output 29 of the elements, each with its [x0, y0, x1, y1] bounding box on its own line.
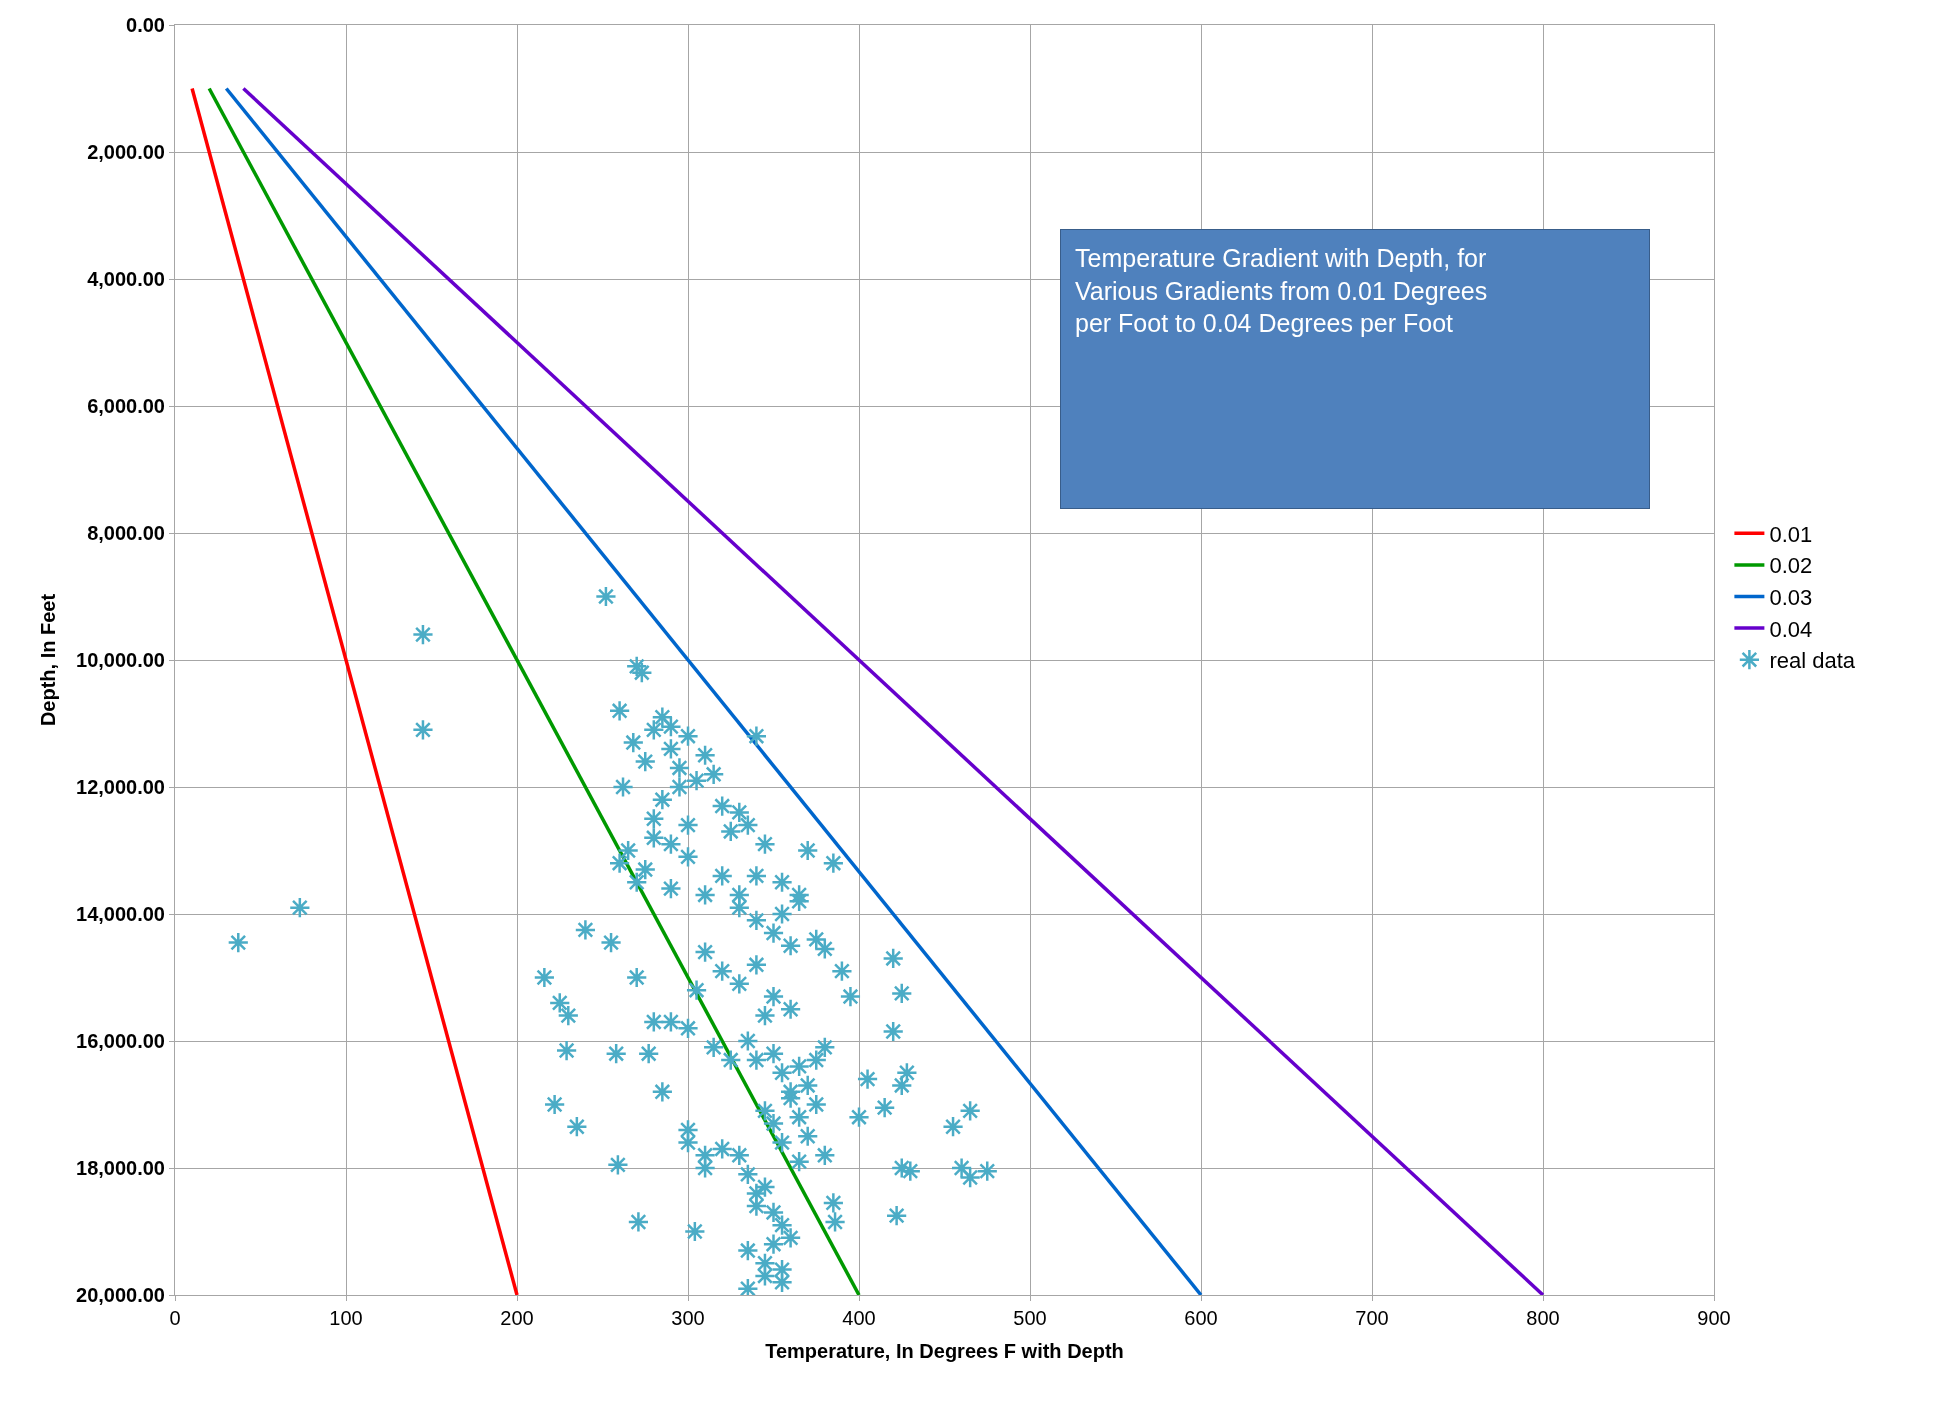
x-tick-label: 200 [500, 1307, 534, 1329]
y-tick-label: 10,000.00 [76, 649, 165, 671]
x-tick-label: 0 [169, 1307, 181, 1329]
x-tick-label: 600 [1184, 1307, 1218, 1329]
annotation: Temperature Gradient with Depth, for Various Gradients from 0.01 Degrees per Foot to 0.04 Degrees per Foot [1075, 244, 1488, 337]
x-tick-label: 700 [1355, 1307, 1389, 1329]
y-tick-label: 6,000.00 [87, 395, 165, 417]
y-tick-label: 8,000.00 [87, 522, 165, 544]
y-tick-label: 14,000.00 [76, 903, 165, 925]
y-axis-title: Depth, In Feet [36, 593, 59, 727]
y-tick-label: 2,000.00 [87, 141, 165, 163]
x-tick-label: 400 [842, 1307, 876, 1329]
legend-label: 0.03 [1769, 585, 1813, 611]
y-tick-label: 16,000.00 [76, 1030, 165, 1052]
x-tick-label: 800 [1526, 1307, 1560, 1329]
y-tick-label: 20,000.00 [76, 1284, 165, 1306]
y-tick-label: 18,000.00 [76, 1157, 165, 1179]
legend-label: real data [1769, 648, 1856, 674]
y-tick-label: 4,000.00 [87, 268, 165, 290]
x-axis-title: Temperature, In Degrees F with Depth [765, 1339, 1124, 1362]
legend-label: 0.01 [1769, 521, 1813, 547]
legend-label: 0.04 [1769, 616, 1813, 642]
x-tick-label: 300 [671, 1307, 705, 1329]
y-tick-label: 0.00 [126, 14, 165, 36]
x-tick-label: 900 [1697, 1307, 1731, 1329]
x-tick-label: 100 [329, 1307, 363, 1329]
y-tick-label: 12,000.00 [76, 776, 165, 798]
x-tick-label: 500 [1013, 1307, 1047, 1329]
legend-label: 0.02 [1769, 553, 1813, 579]
